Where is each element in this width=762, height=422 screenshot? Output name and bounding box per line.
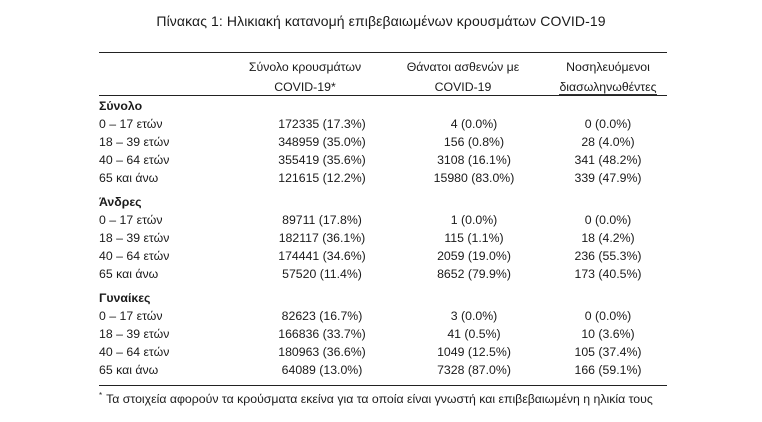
group-header-row: Σύνολο	[99, 97, 667, 115]
deaths-cell: 2059 (19.0%)	[437, 249, 511, 263]
table-row: 18 – 39 ετών 166836 (33.7%) 41 (0.5%) 10 (3…	[99, 325, 667, 343]
intubated-cell: 173 (40.5%)	[574, 267, 642, 281]
footnote: * Τα στοιχεία αφορούν τα κρούσματα εκείνα…	[99, 387, 653, 408]
header-deaths-line2: COVID-19	[434, 80, 492, 94]
header-intubated-line1: Νοσηλευόμενοι	[566, 60, 650, 74]
group-women: Γυναίκες 0 – 17 ετών 82623 (16.7%) 3 (0.0%…	[99, 289, 667, 379]
age-label: 65 και άνω	[99, 363, 159, 377]
table-row: 40 – 64 ετών 180963 (36.6%) 1049 (12.5%) 10…	[99, 343, 667, 361]
age-label: 0 – 17 ετών	[99, 117, 163, 131]
intubated-cell: 28 (4.0%)	[581, 135, 635, 149]
age-label: 40 – 64 ετών	[99, 153, 170, 167]
deaths-cell: 156 (0.8%)	[443, 135, 505, 149]
intubated-cell: 339 (47.9%)	[574, 171, 642, 185]
table-row: 18 – 39 ετών 348959 (35.0%) 156 (0.8%) 28 (…	[99, 133, 667, 151]
cases-cell: 348959 (35.0%)	[278, 135, 366, 149]
cases-cell: 182117 (36.1%)	[278, 231, 366, 245]
age-label: 0 – 17 ετών	[99, 309, 163, 323]
header-intubated-line2: διασωληνωθέντες	[548, 77, 668, 97]
deaths-cell: 41 (0.5%)	[447, 327, 501, 341]
table-top-rule	[99, 52, 667, 53]
cases-cell: 57520 (11.4%)	[282, 267, 362, 281]
intubated-cell: 0 (0.0%)	[584, 213, 632, 227]
age-label: 40 – 64 ετών	[99, 249, 170, 263]
group-total: Σύνολο 0 – 17 ετών 172335 (17.3%) 4 (0.0%)…	[99, 97, 667, 193]
cases-cell: 355419 (35.6%)	[278, 153, 366, 167]
deaths-cell: 1049 (12.5%)	[437, 345, 511, 359]
intubated-cell: 341 (48.2%)	[574, 153, 642, 167]
table-row: 0 – 17 ετών 172335 (17.3%) 4 (0.0%) 0 (0.0%…	[99, 115, 667, 133]
group-men: Άνδρες 0 – 17 ετών 89711 (17.8%) 1 (0.0%) 0…	[99, 193, 667, 289]
header-intubated: Νοσηλευόμενοι διασωληνωθέντες	[548, 57, 668, 97]
table-row: 65 και άνω 57520 (11.4%) 8652 (79.9%) 173 (…	[99, 265, 667, 283]
header-total-cases-line1: Σύνολο κρουσμάτων	[248, 60, 362, 74]
table-row: 40 – 64 ετών 355419 (35.6%) 3108 (16.1%) 34…	[99, 151, 667, 169]
group-name: Σύνολο	[99, 99, 143, 113]
cases-cell: 121615 (12.2%)	[278, 171, 366, 185]
intubated-cell: 0 (0.0%)	[584, 309, 632, 323]
footnote-marker: *	[99, 391, 103, 400]
age-label: 18 – 39 ετών	[99, 231, 170, 245]
footnote-text: Τα στοιχεία αφορούν τα κρούσματα εκείνα …	[106, 392, 653, 406]
cases-cell: 166836 (33.7%)	[278, 327, 366, 341]
table-row: 65 και άνω 121615 (12.2%) 15980 (83.0%) 339…	[99, 169, 667, 187]
intubated-cell: 166 (59.1%)	[574, 363, 642, 377]
cases-cell: 172335 (17.3%)	[278, 117, 366, 131]
table-title: Πίνακας 1: Ηλικιακή κατανομή επιβεβαιωμέ…	[156, 13, 606, 29]
table-bottom-rule	[99, 385, 667, 386]
cases-cell: 89711 (17.8%)	[282, 213, 362, 227]
intubated-cell: 236 (55.3%)	[574, 249, 642, 263]
intubated-cell: 18 (4.2%)	[581, 231, 635, 245]
header-total-cases: Σύνολο κρουσμάτων COVID-19*	[245, 57, 365, 97]
deaths-cell: 15980 (83.0%)	[433, 171, 515, 185]
table-row: 65 και άνω 64089 (13.0%) 7328 (87.0%) 166 (…	[99, 361, 667, 379]
cases-cell: 82623 (16.7%)	[281, 309, 363, 323]
age-label: 18 – 39 ετών	[99, 135, 170, 149]
age-label: 18 – 39 ετών	[99, 327, 170, 341]
cases-cell: 64089 (13.0%)	[281, 363, 363, 377]
deaths-cell: 115 (1.1%)	[444, 231, 504, 245]
table-row: 18 – 39 ετών 182117 (36.1%) 115 (1.1%) 18 (…	[99, 229, 667, 247]
header-bottom-rule	[99, 95, 667, 96]
intubated-cell: 105 (37.4%)	[574, 345, 642, 359]
group-name: Γυναίκες	[99, 291, 151, 305]
table-row: 40 – 64 ετών 174441 (34.6%) 2059 (19.0%) 23…	[99, 247, 667, 265]
age-label: 65 και άνω	[99, 267, 159, 281]
group-header-row: Άνδρες	[99, 193, 667, 211]
deaths-cell: 1 (0.0%)	[450, 213, 498, 227]
header-intubated-line2-text: διασωληνωθέντες	[559, 80, 657, 95]
intubated-cell: 10 (3.6%)	[581, 327, 635, 341]
age-distribution-table: Σύνολο 0 – 17 ετών 172335 (17.3%) 4 (0.0%)…	[99, 97, 667, 379]
deaths-cell: 3 (0.0%)	[450, 309, 498, 323]
age-label: 40 – 64 ετών	[99, 345, 170, 359]
age-label: 0 – 17 ετών	[99, 213, 163, 227]
group-header-row: Γυναίκες	[99, 289, 667, 307]
cases-cell: 180963 (36.6%)	[278, 345, 366, 359]
group-name: Άνδρες	[99, 195, 142, 209]
intubated-cell: 0 (0.0%)	[584, 117, 632, 131]
header-deaths: Θάνατοι ασθενών με COVID-19	[398, 57, 528, 97]
header-deaths-line1: Θάνατοι ασθενών με	[406, 60, 520, 74]
deaths-cell: 4 (0.0%)	[450, 117, 498, 131]
header-total-cases-line2: COVID-19*	[274, 80, 336, 94]
deaths-cell: 8652 (79.9%)	[437, 267, 511, 281]
deaths-cell: 3108 (16.1%)	[437, 153, 511, 167]
age-label: 65 και άνω	[99, 171, 159, 185]
deaths-cell: 7328 (87.0%)	[437, 363, 511, 377]
cases-cell: 174441 (34.6%)	[278, 249, 366, 263]
table-row: 0 – 17 ετών 82623 (16.7%) 3 (0.0%) 0 (0.0%)	[99, 307, 667, 325]
table-row: 0 – 17 ετών 89711 (17.8%) 1 (0.0%) 0 (0.0%)	[99, 211, 667, 229]
